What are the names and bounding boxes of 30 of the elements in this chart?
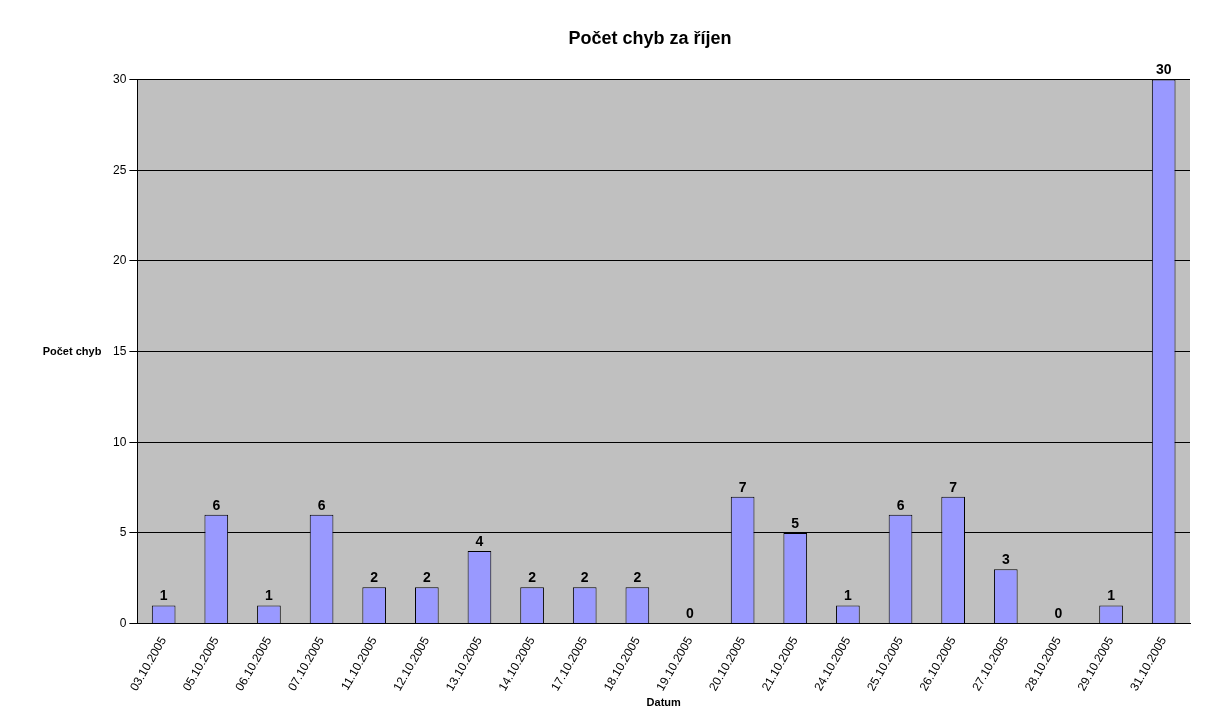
chart-title: Počet chyb za říjen — [568, 27, 732, 48]
data-label: 30 — [1155, 61, 1172, 78]
data-label: 7 — [949, 478, 958, 495]
data-label: 2 — [370, 569, 379, 586]
data-label: 5 — [791, 514, 800, 531]
x-axis-title: Datum — [646, 696, 681, 709]
y-tick-label: 0 — [119, 615, 127, 630]
data-label: 6 — [896, 496, 905, 513]
data-label: 2 — [580, 569, 589, 586]
y-tick-label: 20 — [112, 253, 127, 268]
data-label: 3 — [1001, 551, 1010, 568]
data-label: 1 — [265, 587, 274, 604]
y-tick-label: 10 — [112, 434, 127, 449]
data-label: 2 — [528, 569, 537, 586]
y-tick-label: 5 — [119, 525, 127, 540]
data-label: 0 — [686, 605, 695, 622]
y-tick-label: 30 — [112, 71, 127, 86]
y-tick-label: 15 — [112, 343, 127, 358]
data-label: 1 — [159, 587, 168, 604]
data-label: 2 — [633, 569, 642, 586]
y-tick-label: 25 — [112, 162, 127, 177]
data-label: 6 — [212, 496, 221, 513]
y-axis-title: Počet chyb — [42, 344, 102, 357]
data-label: 1 — [1107, 587, 1116, 604]
data-label: 2 — [422, 569, 431, 586]
data-label: 6 — [317, 496, 326, 513]
data-label: 7 — [738, 478, 747, 495]
data-label: 4 — [475, 532, 484, 549]
data-label: 1 — [843, 587, 852, 604]
data-label: 0 — [1054, 605, 1063, 622]
